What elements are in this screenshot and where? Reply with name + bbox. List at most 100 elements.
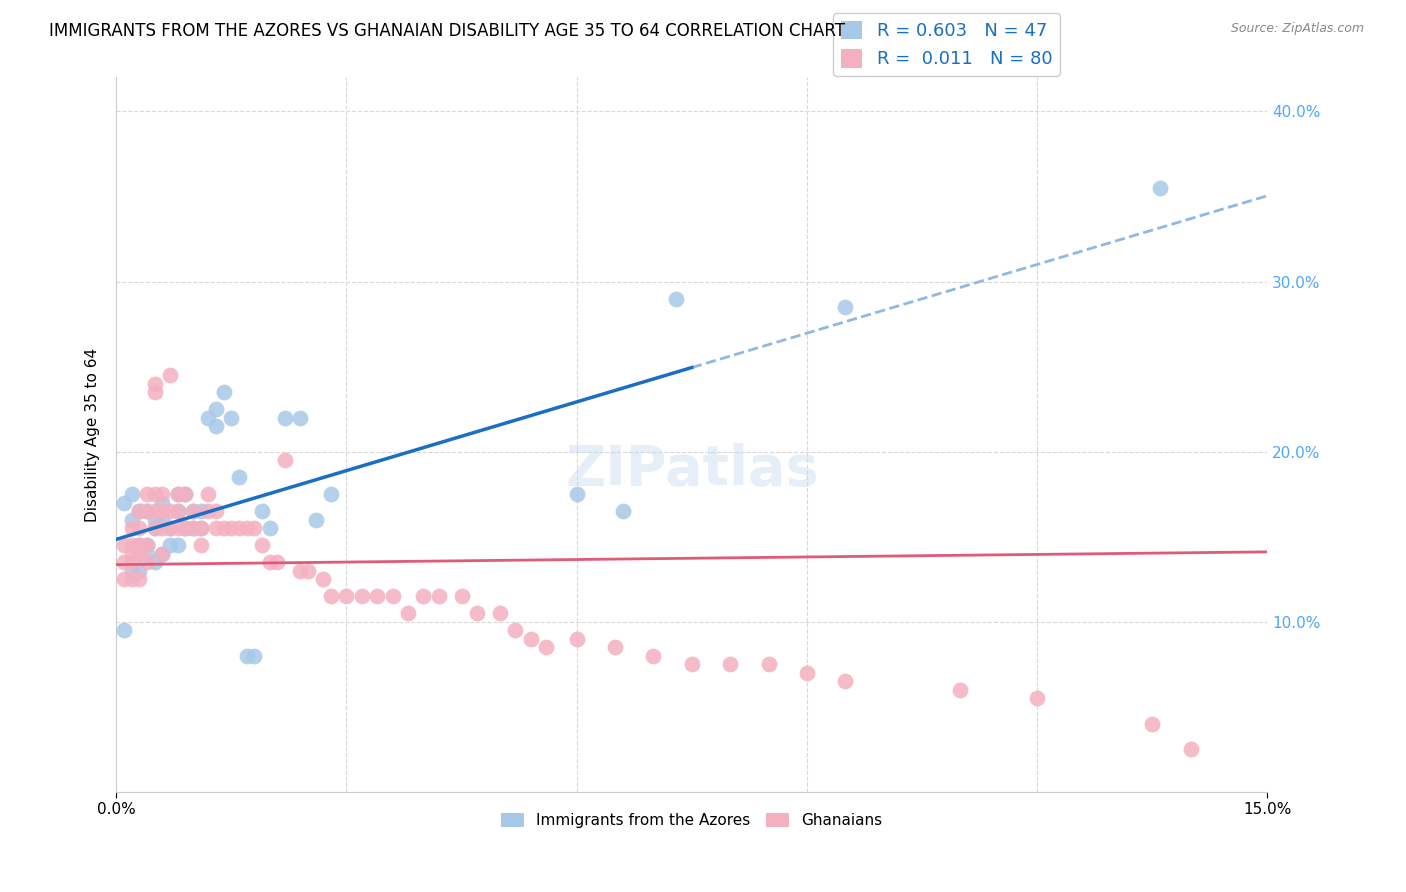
Point xyxy=(427,590,450,604)
Point xyxy=(603,640,626,655)
Point xyxy=(190,521,212,535)
Point xyxy=(197,487,219,501)
Point xyxy=(174,487,197,501)
Point xyxy=(143,504,166,518)
Point xyxy=(335,590,357,604)
Point xyxy=(450,590,472,604)
Point xyxy=(290,564,312,578)
Point xyxy=(181,521,204,535)
Point xyxy=(228,470,250,484)
Point xyxy=(143,487,166,501)
Point xyxy=(665,292,688,306)
Point xyxy=(143,385,166,400)
Point xyxy=(489,607,512,621)
Point xyxy=(143,555,166,569)
Point xyxy=(205,419,228,434)
Point xyxy=(136,555,159,569)
Point xyxy=(366,590,388,604)
Point xyxy=(505,624,527,638)
Point xyxy=(718,657,741,672)
Point xyxy=(181,521,204,535)
Point xyxy=(166,504,188,518)
Point xyxy=(166,487,188,501)
Point xyxy=(136,538,159,552)
Point xyxy=(136,487,159,501)
Point xyxy=(166,521,188,535)
Point xyxy=(112,538,135,552)
Point xyxy=(112,496,135,510)
Point xyxy=(243,648,266,663)
Point xyxy=(758,657,780,672)
Point xyxy=(128,547,150,561)
Point xyxy=(321,487,343,501)
Point xyxy=(1026,691,1049,706)
Point xyxy=(212,385,235,400)
Text: IMMIGRANTS FROM THE AZORES VS GHANAIAN DISABILITY AGE 35 TO 64 CORRELATION CHART: IMMIGRANTS FROM THE AZORES VS GHANAIAN D… xyxy=(49,22,845,40)
Point xyxy=(834,674,856,689)
Point xyxy=(121,521,143,535)
Point xyxy=(128,504,150,518)
Point xyxy=(150,547,173,561)
Point xyxy=(143,521,166,535)
Point xyxy=(228,521,250,535)
Point xyxy=(190,521,212,535)
Point xyxy=(159,504,181,518)
Point xyxy=(190,504,212,518)
Point xyxy=(174,521,197,535)
Point xyxy=(274,410,297,425)
Point xyxy=(121,547,143,561)
Point xyxy=(949,682,972,697)
Point xyxy=(243,521,266,535)
Point xyxy=(381,590,404,604)
Point xyxy=(796,665,818,680)
Point xyxy=(121,572,143,586)
Point xyxy=(174,521,197,535)
Point xyxy=(197,504,219,518)
Point xyxy=(121,564,143,578)
Point xyxy=(128,564,150,578)
Point xyxy=(159,538,181,552)
Point xyxy=(166,487,188,501)
Point xyxy=(565,487,588,501)
Point xyxy=(290,410,312,425)
Point xyxy=(174,487,197,501)
Point xyxy=(197,410,219,425)
Point xyxy=(612,504,634,518)
Point xyxy=(205,402,228,417)
Point xyxy=(121,487,143,501)
Point xyxy=(143,513,166,527)
Point xyxy=(1180,742,1202,756)
Point xyxy=(250,504,273,518)
Point xyxy=(235,521,257,535)
Point xyxy=(150,513,173,527)
Point xyxy=(205,504,228,518)
Point xyxy=(312,572,335,586)
Point xyxy=(150,496,173,510)
Point xyxy=(221,410,243,425)
Point xyxy=(565,632,588,646)
Point xyxy=(250,538,273,552)
Point xyxy=(150,547,173,561)
Point xyxy=(205,521,228,535)
Point xyxy=(221,521,243,535)
Point xyxy=(143,376,166,391)
Point xyxy=(412,590,434,604)
Point xyxy=(519,632,541,646)
Point xyxy=(297,564,319,578)
Point xyxy=(1142,717,1164,731)
Point xyxy=(136,504,159,518)
Point xyxy=(121,513,143,527)
Point xyxy=(112,572,135,586)
Point xyxy=(121,555,143,569)
Point xyxy=(274,453,297,467)
Point xyxy=(159,368,181,383)
Point xyxy=(190,538,212,552)
Point xyxy=(166,538,188,552)
Point xyxy=(159,521,181,535)
Point xyxy=(681,657,703,672)
Point xyxy=(150,521,173,535)
Point xyxy=(259,555,281,569)
Point xyxy=(465,607,488,621)
Point xyxy=(143,521,166,535)
Point xyxy=(121,538,143,552)
